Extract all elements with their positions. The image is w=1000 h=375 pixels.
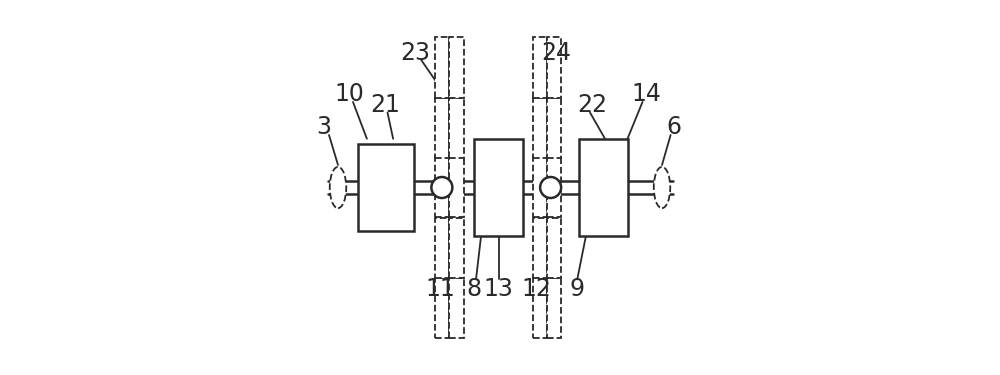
Text: 10: 10	[334, 82, 364, 106]
Bar	[435, 217, 449, 278]
Bar	[358, 144, 414, 231]
Text: 8: 8	[466, 277, 481, 301]
Bar	[474, 139, 522, 236]
Text: 11: 11	[425, 277, 455, 301]
Bar	[435, 98, 449, 158]
Bar	[547, 158, 561, 218]
Text: 22: 22	[577, 93, 607, 117]
Bar	[449, 98, 464, 158]
Bar	[533, 217, 547, 278]
Bar	[547, 217, 561, 278]
Bar	[547, 278, 561, 338]
Text: 13: 13	[484, 277, 513, 301]
Bar	[449, 38, 464, 98]
Bar	[533, 98, 547, 158]
Text: 12: 12	[521, 277, 551, 301]
Text: 24: 24	[541, 40, 571, 64]
Text: 23: 23	[401, 40, 431, 64]
Circle shape	[431, 177, 452, 198]
Ellipse shape	[654, 167, 670, 208]
Bar	[449, 217, 464, 278]
Bar	[533, 38, 547, 98]
Bar	[449, 158, 464, 218]
Ellipse shape	[330, 167, 346, 208]
Circle shape	[540, 177, 561, 198]
Text: 3: 3	[316, 116, 331, 140]
Bar	[435, 278, 449, 338]
Bar	[547, 98, 561, 158]
Bar	[449, 278, 464, 338]
Text: 14: 14	[631, 82, 661, 106]
Text: 6: 6	[667, 116, 682, 140]
Bar	[435, 158, 449, 218]
Bar	[579, 139, 628, 236]
Text: 9: 9	[569, 277, 584, 301]
Text: 21: 21	[371, 93, 401, 117]
Bar	[533, 278, 547, 338]
Bar	[547, 38, 561, 98]
Bar	[533, 158, 547, 218]
Bar	[435, 38, 449, 98]
